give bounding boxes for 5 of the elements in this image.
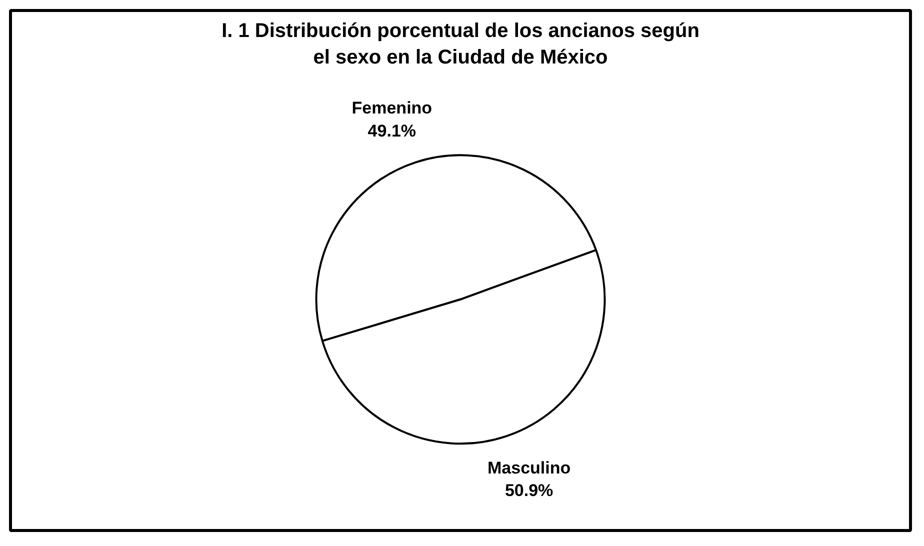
slice-label: Femenino [352,98,432,118]
chart-title: I. 1 Distribución porcentual de los ancianos según el sexo en la Ciudad de México [222,20,700,69]
data-label: 49.1% [368,121,416,140]
slice-label: Masculino [488,458,571,478]
data-label: 50.9% [504,481,554,500]
